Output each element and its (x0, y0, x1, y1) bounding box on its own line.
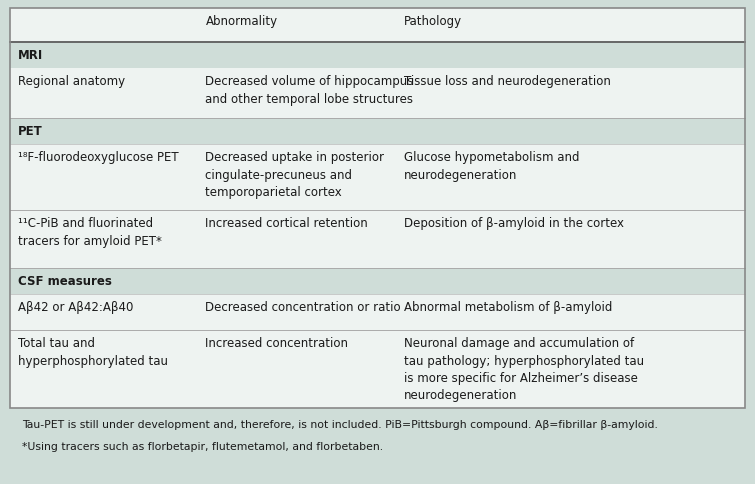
Text: *Using tracers such as florbetapir, flutemetamol, and florbetaben.: *Using tracers such as florbetapir, flut… (22, 442, 383, 452)
Bar (10, 268, 745, 294)
Text: Increased cortical retention: Increased cortical retention (205, 217, 368, 230)
Text: Abnormal metabolism of β-amyloid: Abnormal metabolism of β-amyloid (404, 301, 612, 314)
Text: Decreased volume of hippocampus
and other temporal lobe structures: Decreased volume of hippocampus and othe… (205, 75, 414, 106)
Text: CSF measures: CSF measures (18, 275, 112, 288)
Text: Increased concentration: Increased concentration (205, 337, 348, 350)
Text: Neuronal damage and accumulation of
tau pathology; hyperphosphorylated tau
is mo: Neuronal damage and accumulation of tau … (404, 337, 644, 403)
Bar (10, 144, 745, 210)
Text: Pathology: Pathology (404, 15, 462, 28)
Text: ¹¹C-PiB and fluorinated
tracers for amyloid PET*: ¹¹C-PiB and fluorinated tracers for amyl… (18, 217, 162, 247)
Bar (10, 118, 745, 144)
Text: Tissue loss and neurodegeneration: Tissue loss and neurodegeneration (404, 75, 611, 88)
Text: Decreased uptake in posterior
cingulate-precuneus and
temporoparietal cortex: Decreased uptake in posterior cingulate-… (205, 151, 384, 199)
Text: Abnormality: Abnormality (205, 15, 278, 28)
Text: PET: PET (18, 125, 43, 138)
Bar (10, 42, 745, 68)
Text: Tau-PET is still under development and, therefore, is not included. PiB=Pittsbur: Tau-PET is still under development and, … (22, 420, 658, 430)
Bar (10, 210, 745, 268)
Bar (10, 8, 745, 408)
Text: Deposition of β-amyloid in the cortex: Deposition of β-amyloid in the cortex (404, 217, 624, 230)
Bar (10, 8, 745, 42)
Text: Decreased concentration or ratio: Decreased concentration or ratio (205, 301, 401, 314)
Text: Regional anatomy: Regional anatomy (18, 75, 125, 88)
Text: Glucose hypometabolism and
neurodegeneration: Glucose hypometabolism and neurodegenera… (404, 151, 579, 182)
Text: Aβ42 or Aβ42:Aβ40: Aβ42 or Aβ42:Aβ40 (18, 301, 134, 314)
Bar (10, 294, 745, 330)
Bar (10, 68, 745, 118)
Text: Total tau and
hyperphosphorylated tau: Total tau and hyperphosphorylated tau (18, 337, 168, 367)
Text: ¹⁸F-fluorodeoxyglucose PET: ¹⁸F-fluorodeoxyglucose PET (18, 151, 179, 164)
Bar (10, 330, 745, 408)
Text: MRI: MRI (18, 49, 43, 62)
